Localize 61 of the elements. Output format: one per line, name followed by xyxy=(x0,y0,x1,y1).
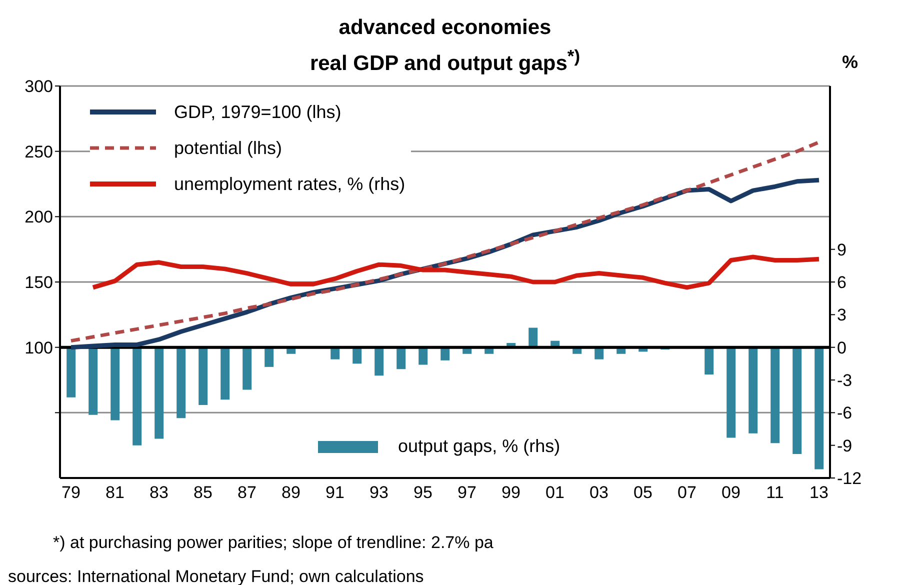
bar xyxy=(528,328,538,348)
bar xyxy=(264,347,274,367)
y2-tick-label: -12 xyxy=(837,469,862,488)
y-tick-label: 150 xyxy=(24,273,53,292)
x-tick-label: 83 xyxy=(150,483,168,502)
bar xyxy=(418,347,428,365)
x-tick-label: 93 xyxy=(370,483,388,502)
y2-tick-label: -6 xyxy=(837,404,852,423)
bar xyxy=(770,347,780,444)
bar xyxy=(132,347,142,446)
x-tick-label: 01 xyxy=(546,483,564,502)
x-tick-label: 89 xyxy=(282,483,300,502)
x-tick-label: 91 xyxy=(326,483,344,502)
x-tick-label: 97 xyxy=(458,483,476,502)
y-tick-label: 250 xyxy=(24,142,53,162)
x-tick-label: 81 xyxy=(106,483,124,502)
y2-tick-label: 3 xyxy=(837,306,846,325)
bar xyxy=(88,347,98,415)
chart-title: advanced economies xyxy=(338,15,552,41)
y-tick-label: 200 xyxy=(24,208,53,227)
bar xyxy=(66,347,76,398)
bar xyxy=(220,347,230,400)
bar xyxy=(814,347,824,470)
bar xyxy=(396,347,406,370)
legend-label: output gaps, % (rhs) xyxy=(398,436,560,457)
bar xyxy=(374,347,384,376)
y2-tick-label: 9 xyxy=(837,240,846,260)
x-tick-label: 95 xyxy=(414,483,432,502)
x-tick-label: 05 xyxy=(634,483,652,502)
bar xyxy=(704,347,714,375)
legend-label: unemployment rates, % (rhs) xyxy=(174,173,406,196)
x-tick-label: 09 xyxy=(722,483,740,502)
x-tick-label: 85 xyxy=(194,483,212,502)
y2-tick-label: 0 xyxy=(837,338,846,358)
y2-tick-label: -3 xyxy=(837,371,852,390)
text: *) at purchasing power parities; slope of trendline: 2.7% pa xyxy=(52,532,494,554)
bar xyxy=(176,347,186,418)
bar xyxy=(748,347,758,434)
x-tick-label: 07 xyxy=(678,483,696,502)
x-tick-label: 79 xyxy=(62,483,80,502)
y2-axis-title: % xyxy=(842,52,858,73)
legend-label: GDP, 1979=100 (lhs) xyxy=(174,101,342,124)
x-tick-label: 99 xyxy=(502,483,520,502)
x-tick-label: 87 xyxy=(238,483,256,502)
x-tick-label: 13 xyxy=(810,483,828,502)
bar xyxy=(792,347,802,454)
line-series xyxy=(69,140,821,343)
bar xyxy=(726,347,736,438)
y-tick-label: 100 xyxy=(24,338,53,358)
bar xyxy=(198,347,208,406)
bar xyxy=(154,347,164,439)
legend-label: potential (lhs) xyxy=(174,137,282,160)
line-series xyxy=(90,254,822,290)
chart-subtitle: real GDP and output gaps$^{*)}$ xyxy=(308,45,582,77)
y2-tick-label: 6 xyxy=(837,273,846,292)
bar xyxy=(242,347,252,390)
bar xyxy=(110,347,120,420)
y2-tick-label: -9 xyxy=(837,436,852,456)
y-tick-label: 300 xyxy=(24,77,53,96)
x-tick-label: 11 xyxy=(766,483,784,502)
x-tick-label: 03 xyxy=(590,483,608,502)
